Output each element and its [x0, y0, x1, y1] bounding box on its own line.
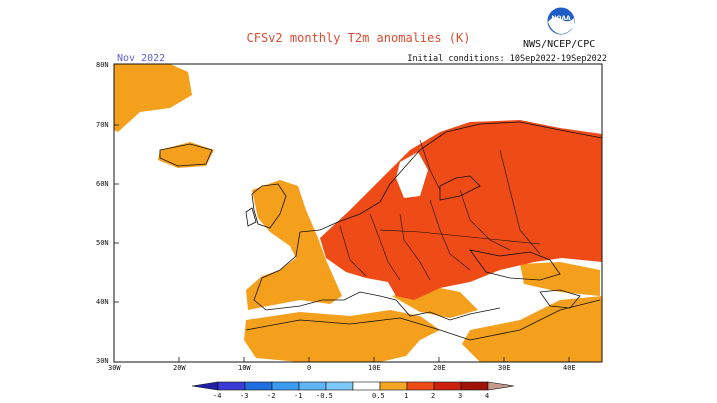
colorbar-tick: -2: [267, 392, 276, 400]
colorbar-swatch: [244, 381, 273, 391]
lon-label: 30E: [498, 364, 511, 372]
colorbar-tick: 4: [485, 392, 490, 400]
axis-ticks: [114, 124, 570, 362]
forecast-month: Nov 2022: [117, 53, 166, 64]
colorbar-tick: -4: [213, 392, 222, 400]
lon-label: 10E: [368, 364, 381, 372]
coastlines: [159, 121, 603, 341]
lat-label: 40N: [96, 298, 109, 306]
anomaly-layer-0.5-1: [114, 64, 602, 362]
lon-label: 0: [307, 364, 312, 372]
agency-label: NWS/NCEP/CPC: [523, 39, 596, 50]
lat-label: 60N: [96, 180, 109, 188]
colorbar-swatch: [406, 381, 435, 391]
colorbar-swatch: [352, 381, 381, 391]
lat-label: 50N: [96, 239, 109, 247]
initial-conditions: Initial conditions: 10Sep2022-19Sep2022: [407, 54, 607, 64]
colorbar-swatch-lt-4: [191, 381, 219, 391]
lat-label: 70N: [96, 121, 109, 129]
colorbar-tick: 2: [431, 392, 436, 400]
lon-label: 40E: [563, 364, 576, 372]
lat-label: 30N: [96, 357, 109, 365]
lat-label: 80N: [96, 61, 109, 69]
country-borders: [339, 139, 541, 281]
colorbar-tick: 0.5: [372, 392, 385, 400]
noaa-logo-icon: NOAA: [546, 6, 576, 36]
colorbar-tick: -3: [240, 392, 249, 400]
colorbar-tick: 3: [458, 392, 463, 400]
colorbar-swatch: [460, 381, 489, 391]
colorbar-tick: -0.5: [316, 392, 333, 400]
noaa-logo-text: NOAA: [551, 15, 571, 22]
colorbar-swatch: [217, 381, 246, 391]
colorbar-tick: -1: [294, 392, 303, 400]
colorbar-tick: 1: [404, 392, 409, 400]
map-title: CFSv2 monthly T2m anomalies (K): [246, 31, 471, 45]
colorbar-swatch-gt-4: [487, 381, 515, 391]
lon-label: 10W: [238, 364, 251, 372]
lon-label: 20E: [433, 364, 446, 372]
colorbar-swatch: [433, 381, 462, 391]
colorbar-swatch: [325, 381, 354, 391]
anomaly-layer-1-2: [320, 120, 602, 300]
colorbar-swatch: [379, 381, 408, 391]
colorbar: [191, 381, 515, 391]
map-frame: [113, 63, 603, 363]
lon-label: 20W: [173, 364, 186, 372]
colorbar-swatch: [298, 381, 327, 391]
lon-label: 30W: [108, 364, 121, 372]
colorbar-swatch: [271, 381, 300, 391]
